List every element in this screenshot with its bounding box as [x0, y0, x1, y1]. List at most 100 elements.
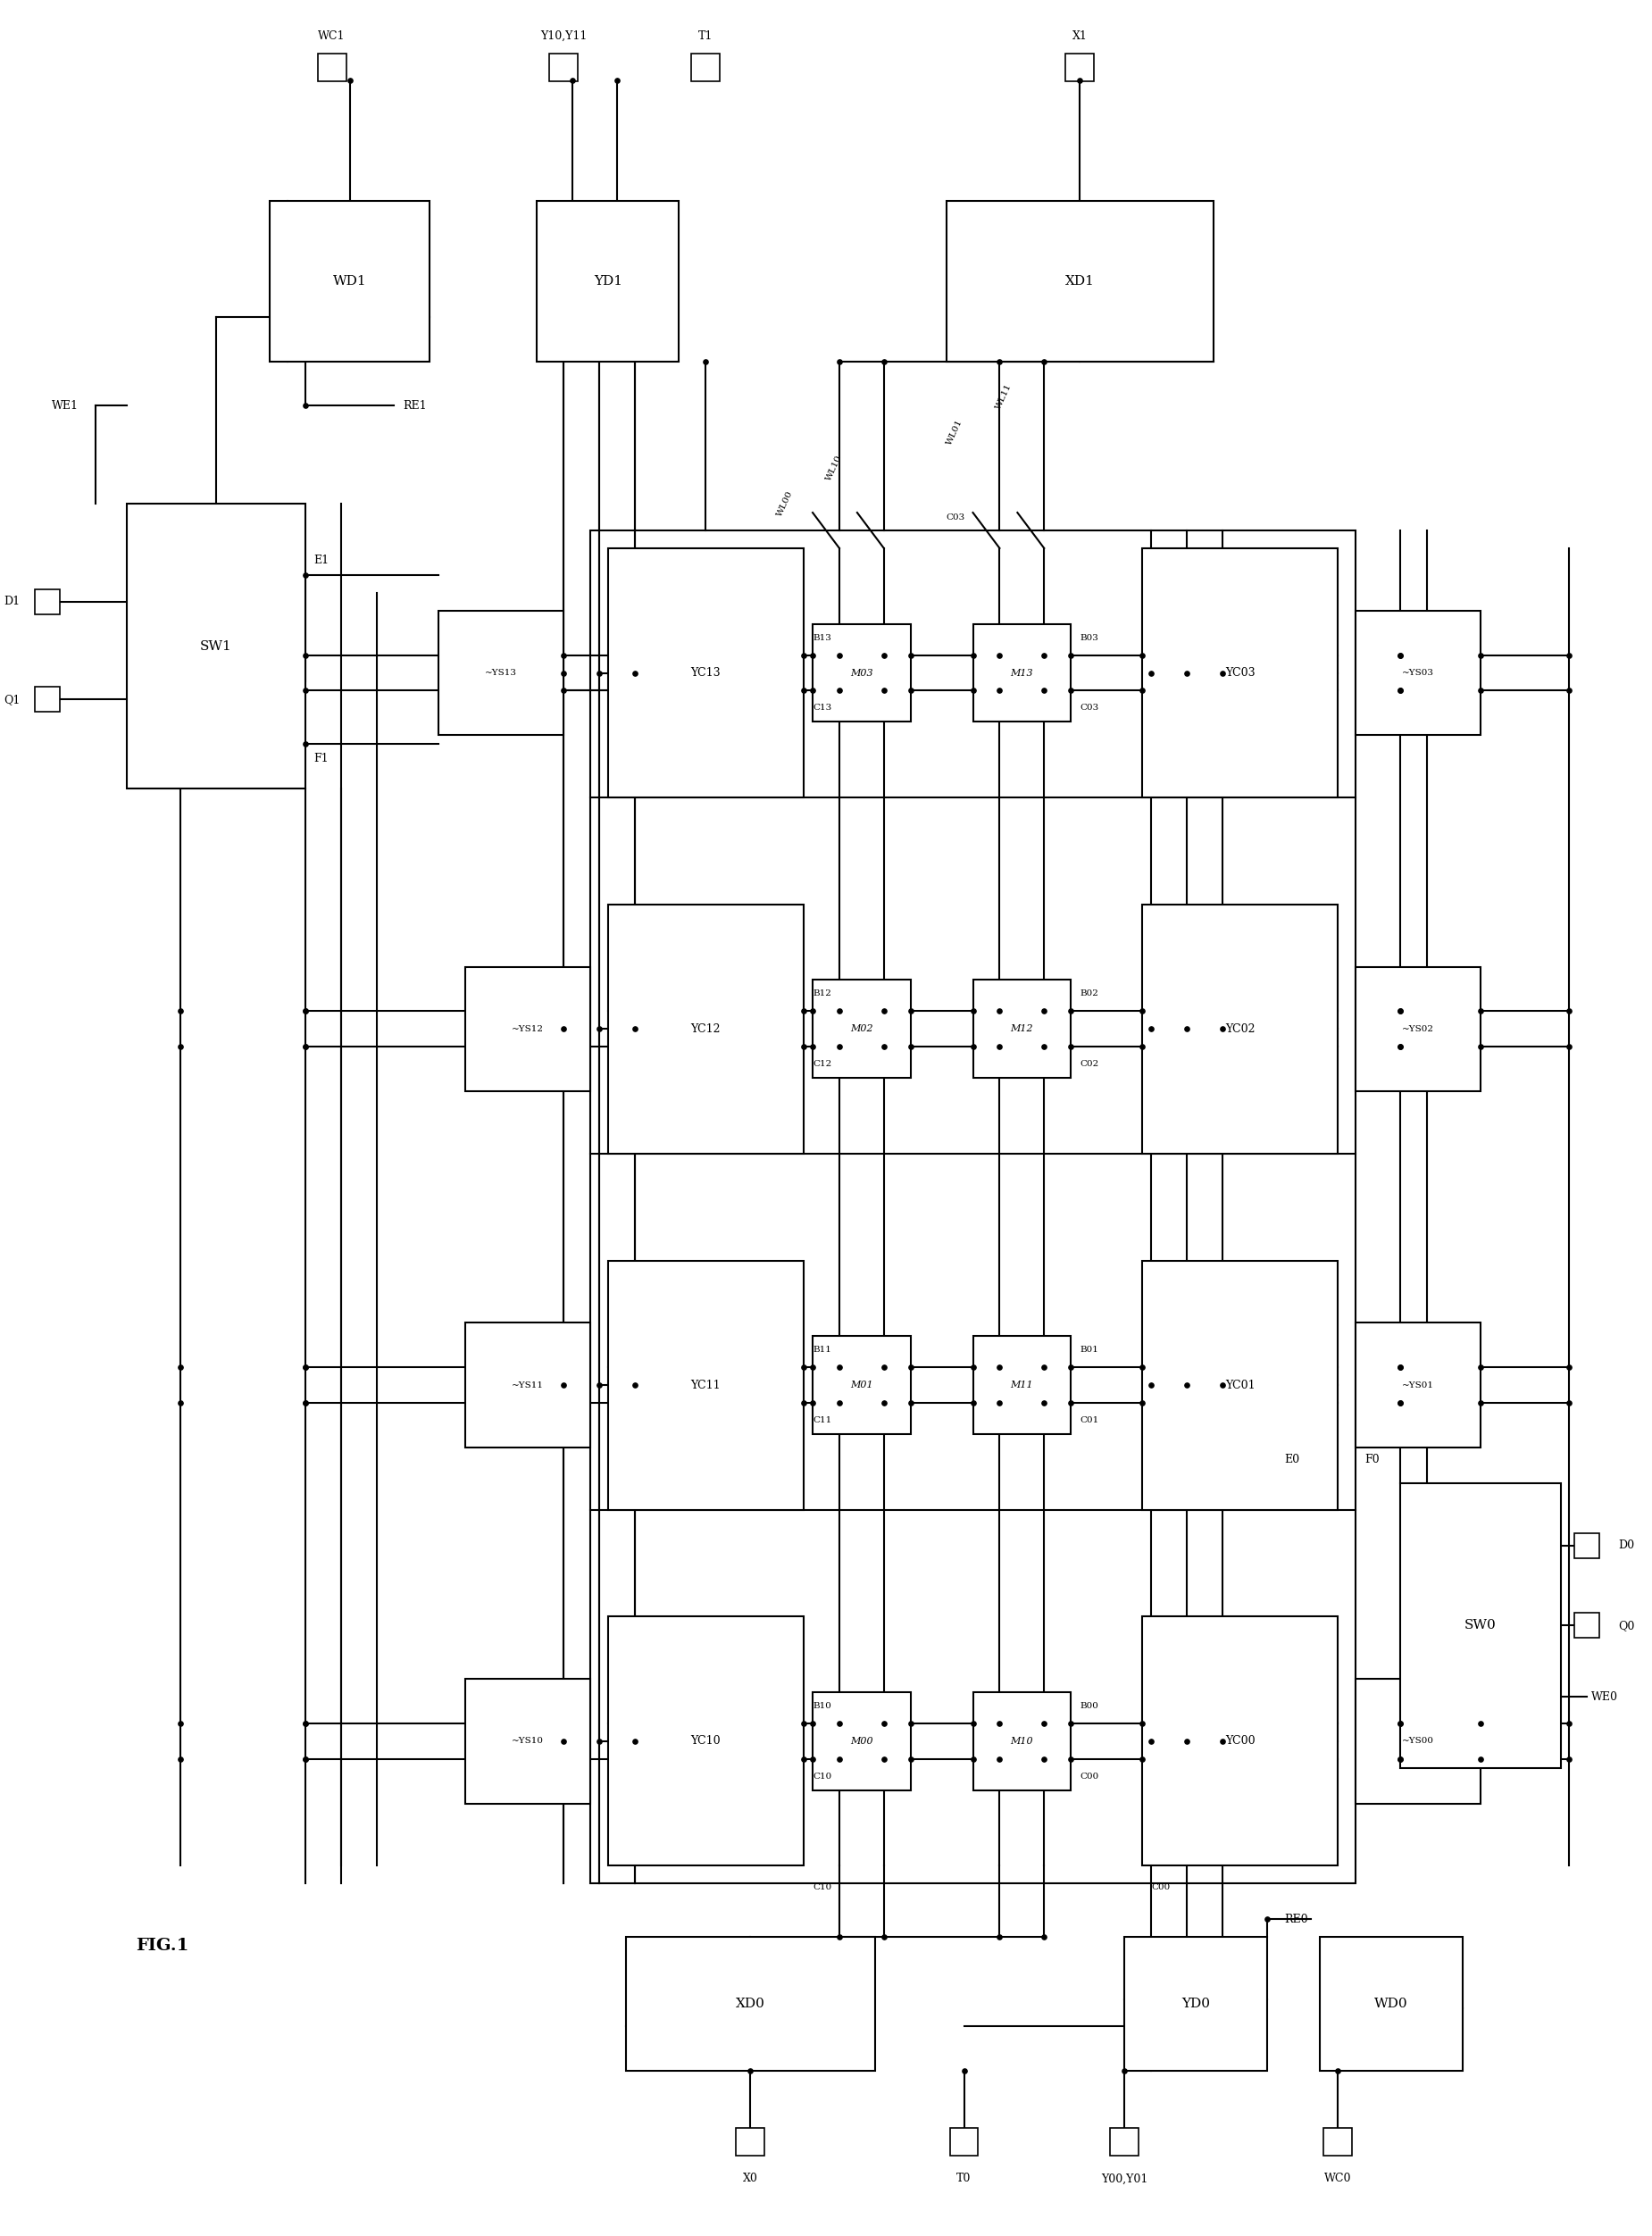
Text: B12: B12 — [813, 991, 831, 997]
Text: C02: C02 — [1080, 1060, 1099, 1069]
Text: WE1: WE1 — [51, 400, 78, 411]
Text: B13: B13 — [813, 633, 831, 642]
Text: ~YS11: ~YS11 — [512, 1382, 544, 1389]
Text: B03: B03 — [1080, 633, 1099, 642]
Text: WL00: WL00 — [776, 490, 795, 519]
Text: RE0: RE0 — [1285, 1914, 1308, 1925]
Bar — [947, 201, 1213, 362]
Text: YC10: YC10 — [691, 1735, 720, 1746]
Bar — [973, 1693, 1070, 1791]
Text: X0: X0 — [743, 2173, 758, 2185]
Text: SW1: SW1 — [200, 639, 233, 653]
Text: WD1: WD1 — [334, 275, 367, 288]
Text: FIG.1: FIG.1 — [135, 1939, 188, 1954]
Text: M01: M01 — [851, 1380, 872, 1389]
Bar — [608, 1617, 805, 1865]
Bar — [1574, 1534, 1599, 1558]
Text: WC0: WC0 — [1325, 2173, 1351, 2185]
Bar — [813, 1693, 910, 1791]
Text: C10: C10 — [813, 1773, 831, 1780]
Bar — [439, 610, 563, 736]
Text: M13: M13 — [1011, 669, 1032, 678]
Text: YC03: YC03 — [1226, 666, 1256, 680]
Bar — [1323, 2129, 1353, 2156]
Text: WL01: WL01 — [945, 418, 965, 447]
Bar — [1066, 54, 1094, 83]
Bar — [813, 624, 910, 722]
Text: B10: B10 — [813, 1702, 831, 1711]
Bar — [1574, 1612, 1599, 1639]
Text: X1: X1 — [1072, 31, 1087, 42]
Text: C00: C00 — [1080, 1773, 1099, 1780]
Bar — [1142, 903, 1338, 1154]
Text: XD0: XD0 — [735, 1997, 765, 2010]
Text: C00: C00 — [1151, 1883, 1170, 1892]
Bar — [626, 1936, 876, 2071]
Bar — [466, 966, 590, 1091]
Bar — [1356, 1324, 1480, 1447]
Text: WC1: WC1 — [319, 31, 345, 42]
Text: RE1: RE1 — [403, 400, 426, 411]
Bar — [813, 979, 910, 1078]
Bar — [1356, 966, 1480, 1091]
Bar — [537, 201, 679, 362]
Text: ~YS03: ~YS03 — [1403, 669, 1434, 678]
Text: XD1: XD1 — [1066, 275, 1094, 288]
Text: WD0: WD0 — [1374, 1997, 1408, 2010]
Text: M10: M10 — [1011, 1737, 1032, 1746]
Text: ~YS10: ~YS10 — [512, 1737, 544, 1746]
Text: YD1: YD1 — [593, 275, 623, 288]
Text: YC12: YC12 — [691, 1024, 720, 1035]
Bar — [590, 530, 1356, 1883]
Text: E1: E1 — [314, 555, 329, 566]
Text: WL11: WL11 — [995, 382, 1013, 411]
Text: Q1: Q1 — [3, 693, 20, 704]
Bar — [608, 903, 805, 1154]
Text: D1: D1 — [3, 595, 20, 608]
Text: M11: M11 — [1011, 1380, 1032, 1389]
Bar — [1110, 2129, 1138, 2156]
Bar — [973, 979, 1070, 1078]
Bar — [466, 1324, 590, 1447]
Text: SW0: SW0 — [1464, 1619, 1497, 1632]
Bar — [35, 588, 59, 615]
Bar — [269, 201, 430, 362]
Text: Y00,Y01: Y00,Y01 — [1100, 2173, 1148, 2185]
Text: WE0: WE0 — [1591, 1690, 1619, 1702]
Bar — [1356, 1679, 1480, 1804]
Bar — [548, 54, 578, 83]
Text: C03: C03 — [947, 514, 965, 521]
Text: YC13: YC13 — [691, 666, 720, 680]
Text: B00: B00 — [1080, 1702, 1099, 1711]
Text: C12: C12 — [813, 1060, 831, 1069]
Text: ~YS02: ~YS02 — [1403, 1024, 1434, 1033]
Text: C13: C13 — [813, 704, 831, 711]
Text: ~YS00: ~YS00 — [1403, 1737, 1434, 1746]
Text: YC11: YC11 — [691, 1380, 720, 1391]
Text: YC01: YC01 — [1226, 1380, 1256, 1391]
Text: F1: F1 — [314, 754, 329, 765]
Bar — [737, 2129, 765, 2156]
Bar — [127, 503, 306, 789]
Text: ~YS13: ~YS13 — [486, 669, 517, 678]
Text: C11: C11 — [813, 1415, 831, 1424]
Bar — [608, 1261, 805, 1509]
Text: T0: T0 — [957, 2173, 971, 2185]
Text: C01: C01 — [1080, 1415, 1099, 1424]
Text: T1: T1 — [699, 31, 714, 42]
Bar — [1142, 548, 1338, 798]
Bar — [973, 1337, 1070, 1433]
Bar — [1142, 1261, 1338, 1509]
Bar — [466, 1679, 590, 1804]
Text: B11: B11 — [813, 1346, 831, 1355]
Text: WL10: WL10 — [824, 454, 844, 483]
Text: D0: D0 — [1619, 1541, 1634, 1552]
Text: C03: C03 — [1080, 704, 1099, 711]
Text: YD0: YD0 — [1181, 1997, 1209, 2010]
Bar — [1401, 1482, 1561, 1769]
Bar — [973, 624, 1070, 722]
Text: ~YS01: ~YS01 — [1403, 1382, 1434, 1389]
Text: M03: M03 — [851, 669, 872, 678]
Bar — [317, 54, 347, 83]
Text: C10: C10 — [813, 1883, 831, 1892]
